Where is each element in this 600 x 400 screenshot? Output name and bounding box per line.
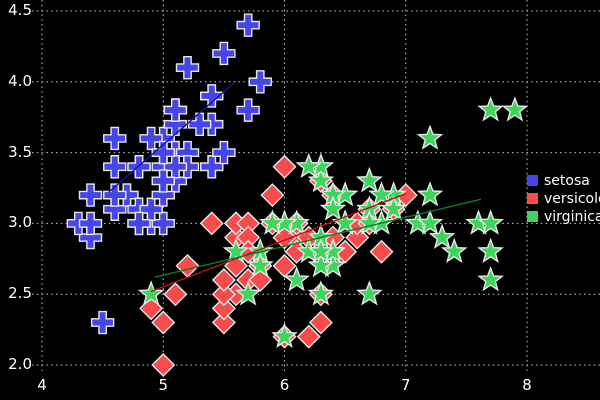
data-point-setosa xyxy=(236,13,260,37)
legend-item-virginica[interactable]: virginica xyxy=(527,208,600,225)
data-point-setosa xyxy=(139,126,163,151)
data-point-virginica xyxy=(234,280,262,306)
data-point-virginica xyxy=(259,209,286,235)
data-point-virginica xyxy=(307,280,335,306)
data-point-versicolor xyxy=(151,353,176,377)
data-point-versicolor xyxy=(296,324,321,349)
data-point-versicolor xyxy=(369,239,394,264)
legend-swatch-icon xyxy=(527,193,538,204)
legend: setosaversicolorvirginica xyxy=(527,172,600,226)
data-point-virginica xyxy=(477,96,504,122)
data-point-virginica xyxy=(319,195,347,221)
data-point-setosa xyxy=(151,140,175,165)
data-point-virginica xyxy=(428,223,456,249)
legend-item-setosa[interactable]: setosa xyxy=(527,172,600,189)
data-point-setosa xyxy=(236,98,260,122)
data-point-virginica xyxy=(307,237,335,264)
data-point-virginica xyxy=(307,166,335,193)
data-point-setosa xyxy=(212,140,236,165)
regression-line-versicolor xyxy=(150,193,407,293)
x-tick-label: 4 xyxy=(37,376,47,394)
data-point-setosa xyxy=(200,155,224,179)
data-point-virginica xyxy=(440,237,468,264)
data-point-setosa xyxy=(175,55,200,80)
data-point-setosa xyxy=(151,169,175,193)
data-point-setosa xyxy=(163,98,188,122)
data-point-versicolor xyxy=(211,268,236,293)
data-point-versicolor xyxy=(211,282,236,307)
regression-line-setosa xyxy=(108,82,235,193)
data-point-setosa xyxy=(103,126,127,151)
data-point-setosa xyxy=(78,211,103,236)
data-point-setosa xyxy=(212,41,236,66)
legend-swatch-icon xyxy=(527,175,538,186)
y-tick-label: 4.0 xyxy=(8,71,32,90)
legend-label: versicolor xyxy=(544,190,600,207)
y-tick-label: 3.5 xyxy=(8,142,32,161)
regression-line-virginica xyxy=(154,198,482,278)
data-point-virginica xyxy=(271,322,298,349)
x-tick-label: 5 xyxy=(158,376,169,394)
data-point-setosa xyxy=(151,211,175,236)
data-point-virginica xyxy=(477,266,504,292)
data-point-versicolor xyxy=(308,310,333,335)
legend-label: virginica xyxy=(544,208,600,225)
data-point-versicolor xyxy=(199,211,224,236)
data-point-versicolor xyxy=(151,310,176,335)
data-point-virginica xyxy=(356,280,383,306)
data-point-setosa xyxy=(187,112,212,136)
data-point-virginica xyxy=(416,181,444,207)
data-point-versicolor xyxy=(272,154,297,179)
y-tick-label: 3.0 xyxy=(8,213,32,232)
data-point-setosa xyxy=(78,183,103,207)
data-point-setosa xyxy=(200,84,224,108)
data-point-virginica xyxy=(307,251,335,278)
legend-item-versicolor[interactable]: versicolor xyxy=(527,190,600,207)
data-point-setosa xyxy=(103,183,127,207)
data-point-versicolor xyxy=(163,282,188,307)
data-point-versicolor xyxy=(175,253,200,278)
data-point-setosa xyxy=(163,155,188,179)
data-point-virginica xyxy=(416,209,444,235)
data-point-versicolor xyxy=(260,183,285,208)
data-point-virginica xyxy=(356,166,383,193)
data-point-setosa xyxy=(139,197,163,221)
data-point-versicolor xyxy=(248,268,273,293)
data-point-setosa xyxy=(90,310,115,335)
data-point-virginica xyxy=(477,209,504,235)
data-point-virginica xyxy=(380,195,407,221)
legend-label: setosa xyxy=(544,172,590,189)
data-point-virginica xyxy=(137,280,165,306)
legend-swatch-icon xyxy=(527,211,538,222)
data-point-virginica xyxy=(368,181,395,207)
data-point-virginica xyxy=(477,237,504,264)
data-point-setosa xyxy=(127,211,151,236)
data-point-virginica xyxy=(246,251,274,278)
data-point-virginica xyxy=(222,237,250,264)
series-setosa xyxy=(66,13,272,335)
data-point-virginica xyxy=(283,266,310,292)
data-point-virginica xyxy=(356,209,383,235)
x-tick-label: 6 xyxy=(279,376,290,394)
data-point-virginica xyxy=(501,96,529,122)
data-point-virginica xyxy=(416,124,444,150)
data-point-versicolor xyxy=(272,253,297,278)
x-tick-label: 7 xyxy=(400,376,411,394)
data-point-setosa xyxy=(248,70,272,94)
data-point-setosa xyxy=(103,155,127,179)
series-virginica xyxy=(137,96,529,349)
y-tick-label: 2.0 xyxy=(8,355,32,373)
data-point-versicolor xyxy=(211,296,236,321)
y-tick-label: 2.5 xyxy=(8,284,32,303)
data-point-virginica xyxy=(295,152,323,179)
y-tick-label: 4.5 xyxy=(8,1,32,19)
data-point-versicolor xyxy=(211,310,236,335)
x-tick-label: 8 xyxy=(522,376,532,394)
